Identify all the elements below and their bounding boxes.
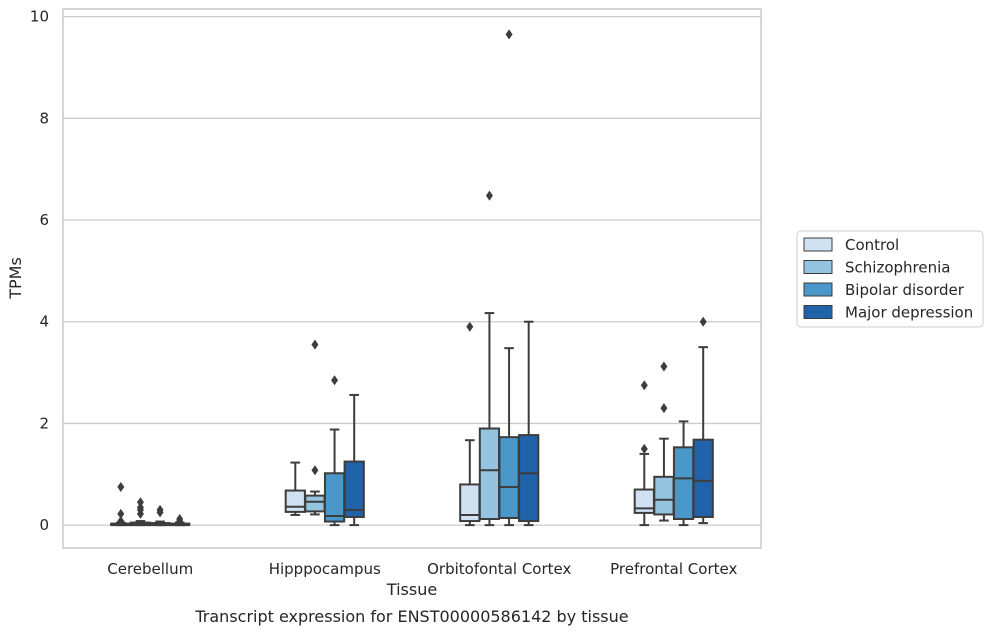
x-tick-label: Prefrontal Cortex <box>610 560 737 578</box>
y-axis-title: TPMs <box>6 257 25 300</box>
x-tick-label: Orbitofontal Cortex <box>427 560 571 578</box>
outlier-point <box>485 190 493 201</box>
outlier-point <box>660 403 668 414</box>
y-tick-label: 6 <box>39 211 49 229</box>
x-tick-label: Hipppocampus <box>269 560 381 578</box>
box-body <box>633 488 655 514</box>
legend-swatch <box>803 260 833 274</box>
y-tick-label: 10 <box>30 8 49 26</box>
box-3-1 <box>653 361 675 522</box>
box-2-3 <box>518 320 540 527</box>
outlier-point <box>136 497 144 508</box>
box-0-2 <box>149 504 171 527</box>
box-0-1 <box>129 497 152 527</box>
box-body <box>692 438 714 518</box>
outlier-point <box>311 339 319 350</box>
x-tick-label: Cerebellum <box>107 560 193 578</box>
legend-label: Bipolar disorder <box>845 281 965 299</box>
legend-swatch <box>803 282 833 297</box>
outlier-point <box>117 508 125 519</box>
box-body <box>304 494 326 513</box>
box-2-2 <box>498 29 520 527</box>
outlier-point <box>311 465 319 476</box>
box-0-3 <box>169 514 191 527</box>
box-body <box>284 489 306 513</box>
y-tick-label: 4 <box>39 313 49 331</box>
legend-frame <box>796 230 984 328</box>
outlier-point <box>640 443 648 454</box>
outlier-point <box>640 380 648 391</box>
box-body <box>498 436 520 519</box>
box-body <box>518 434 540 523</box>
outlier-point <box>136 502 144 513</box>
legend-swatch <box>803 305 833 319</box>
outlier-point <box>117 516 125 527</box>
box-body <box>653 475 675 516</box>
outlier-point <box>505 29 513 40</box>
legend-label: Control <box>845 236 899 254</box>
outlier-point <box>660 361 668 372</box>
y-tick-labels: 0 2 4 6 8 10 <box>30 8 49 534</box>
plot-area <box>63 9 761 548</box>
chart-caption: Transcript expression for ENST0000058614… <box>194 607 628 626</box>
outlier-point <box>331 375 339 386</box>
box-3-0 <box>633 380 655 527</box>
outlier-point <box>466 321 474 332</box>
outlier-point <box>699 316 707 327</box>
outlier-point <box>117 481 125 492</box>
box-2-1 <box>478 190 501 527</box>
y-tick-label: 0 <box>39 516 49 534</box>
legend-label: Schizophrenia <box>845 259 950 277</box>
plot-frame <box>62 8 762 549</box>
x-axis-title: Tissue <box>386 580 437 599</box>
x-tick-labels: Cerebellum Hipppocampus Orbitofontal Corte… <box>107 560 737 578</box>
outlier-point <box>156 504 164 515</box>
box-1-0 <box>284 461 306 516</box>
y-tick-label: 8 <box>39 109 49 127</box>
legend-label: Major depression <box>845 304 973 322</box>
outlier-point <box>176 514 184 525</box>
y-tick-label: 2 <box>39 414 49 432</box>
box-3-3 <box>692 316 714 525</box>
box-body <box>478 427 501 521</box>
box-body <box>672 446 695 521</box>
box-1-3 <box>343 393 365 527</box>
legend: Control Schizophrenia Bipolar disorder Majo… <box>796 230 984 328</box>
box-body <box>323 472 346 523</box>
legend-swatch <box>803 237 833 252</box>
boxes <box>110 29 714 527</box>
box-body <box>343 460 365 518</box>
